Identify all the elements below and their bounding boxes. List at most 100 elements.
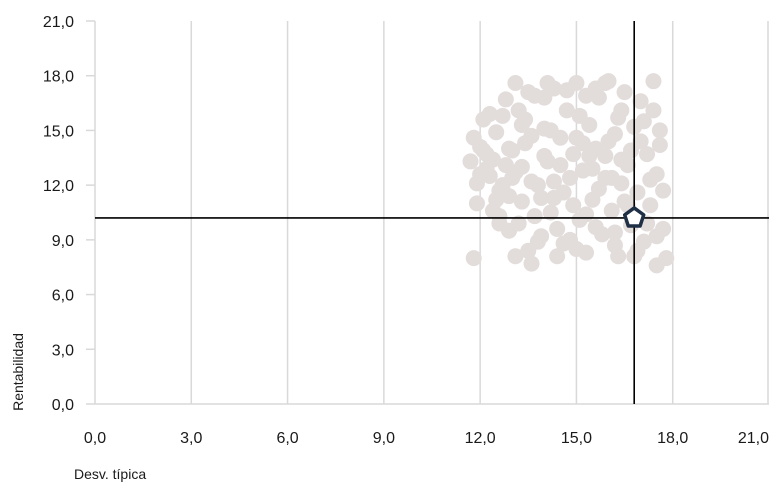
y-tick-label: 18,0 (43, 69, 74, 86)
x-axis-title: Desv. típica (74, 466, 146, 482)
scatter-point (565, 197, 582, 214)
scatter-point (651, 137, 668, 154)
scatter-point (642, 171, 659, 188)
scatter-point (574, 135, 591, 152)
scatter-point (568, 240, 585, 257)
scatter-point (658, 250, 675, 267)
scatter-point (616, 84, 633, 101)
y-tick-label: 6,0 (52, 288, 74, 305)
scatter-point (510, 215, 527, 232)
scatter-point (651, 122, 668, 139)
scatter-point (597, 75, 614, 92)
scatter-point (549, 248, 566, 265)
y-tick-label: 3,0 (52, 342, 74, 359)
scatter-point (523, 127, 540, 144)
scatter-point (639, 146, 656, 163)
scatter-point (494, 107, 511, 124)
scatter-point (642, 197, 659, 214)
scatter-point (533, 189, 550, 206)
scatter-point (497, 91, 514, 108)
scatter-point (632, 133, 649, 150)
scatter-point (513, 193, 530, 210)
scatter-point (578, 206, 595, 223)
scatter-point (600, 133, 617, 150)
scatter-point (603, 169, 620, 186)
scatter-point (629, 184, 646, 201)
x-tick-label: 21,0 (738, 430, 769, 447)
scatter-point (488, 191, 505, 208)
scatter-point (507, 248, 524, 265)
crosshair (95, 21, 769, 404)
x-axis-tick-labels: 0,0 3,0 6,0 9,0 12,0 15,0 18,0 21,0 (84, 430, 769, 447)
scatter-point (613, 102, 630, 119)
scatter-point (552, 157, 569, 174)
highlight-pentagon-marker (622, 206, 646, 228)
scatter-point (645, 73, 662, 90)
scatter-point (590, 180, 607, 197)
x-tick-label: 18,0 (657, 430, 688, 447)
x-tick-label: 9,0 (373, 430, 395, 447)
scatter-point (648, 228, 665, 245)
scatter-point (481, 106, 498, 123)
scatter-point (507, 75, 524, 92)
x-tick-label: 15,0 (561, 430, 592, 447)
scatter-point (472, 166, 489, 183)
scatter-point (645, 102, 662, 119)
x-tick-label: 3,0 (180, 430, 202, 447)
y-tick-label: 9,0 (52, 233, 74, 250)
scatter-point (475, 142, 492, 159)
scatter-point (635, 113, 652, 130)
scatter-point (597, 147, 614, 164)
grid-lines (86, 20, 769, 405)
scatter-point (536, 89, 553, 106)
scatter-point (655, 182, 672, 199)
scatter-point (555, 235, 572, 252)
scatter-point (529, 233, 546, 250)
scatter-point (565, 146, 582, 163)
scatter-points (462, 73, 675, 274)
scatter-point (606, 224, 623, 241)
scatter-point (465, 250, 482, 267)
scatter-point (491, 208, 508, 225)
y-tick-label: 15,0 (43, 123, 74, 140)
scatter-point (571, 107, 588, 124)
y-axis-title: Rentabilidad (10, 333, 26, 411)
scatter-point (545, 189, 562, 206)
y-tick-label: 21,0 (43, 14, 74, 31)
scatter-point (462, 153, 479, 170)
highlight-marker-layer (622, 206, 646, 228)
scatter-point (581, 147, 598, 164)
scatter-point (488, 124, 505, 141)
scatter-point (587, 219, 604, 236)
scatter-point (584, 160, 601, 177)
scatter-point (578, 87, 595, 104)
scatter-point (603, 202, 620, 219)
scatter-point (523, 255, 540, 272)
scatter-point (613, 151, 630, 168)
y-tick-label: 12,0 (43, 178, 74, 195)
y-axis-tick-labels: 0,0 3,0 6,0 9,0 12,0 15,0 18,0 21,0 (43, 14, 74, 414)
scatter-point (539, 75, 556, 92)
x-tick-label: 6,0 (276, 430, 298, 447)
scatter-point (562, 169, 579, 186)
scatter-point (520, 84, 537, 101)
scatter-point (501, 188, 518, 205)
scatter-point (632, 93, 649, 110)
scatter-point (523, 173, 540, 190)
y-tick-label: 0,0 (52, 397, 74, 414)
scatter-point (504, 142, 521, 159)
scatter-point (513, 116, 530, 133)
scatter-point (558, 102, 575, 119)
scatter-point (513, 158, 530, 175)
x-tick-label: 0,0 (84, 430, 106, 447)
scatter-point (606, 237, 623, 254)
scatter-point (545, 173, 562, 190)
scatter-point (536, 147, 553, 164)
scatter-point (549, 220, 566, 237)
scatter-point (542, 122, 559, 139)
scatter-point (542, 204, 559, 221)
x-tick-label: 12,0 (465, 430, 496, 447)
scatter-point (558, 82, 575, 99)
scatter-point (526, 208, 543, 225)
